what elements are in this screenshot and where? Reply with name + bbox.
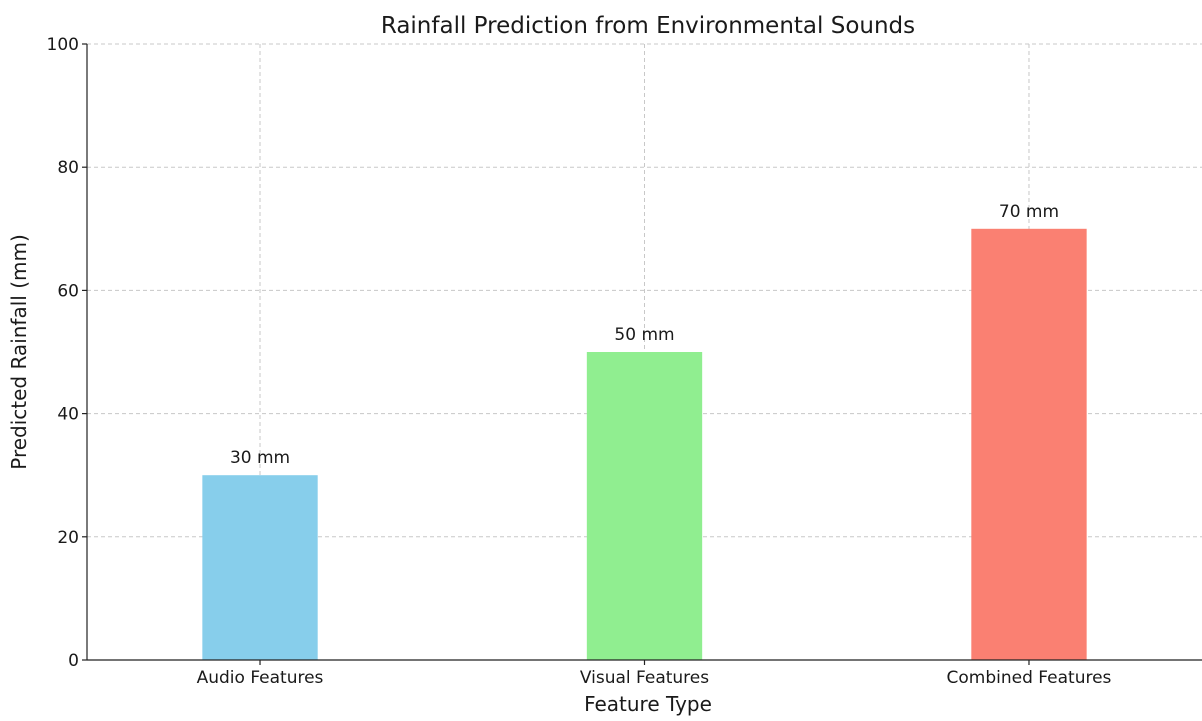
chart-title: Rainfall Prediction from Environmental S… (381, 13, 915, 39)
x-tick-label: Combined Features (947, 668, 1112, 688)
y-tick-label: 0 (68, 651, 79, 671)
axes (82, 43, 1202, 665)
x-tick-label: Audio Features (197, 668, 324, 688)
y-tick-label: 80 (57, 158, 79, 178)
bar-data-label: 70 mm (999, 202, 1059, 222)
bar (202, 475, 318, 660)
x-tick-labels: Audio Features Visual Features Combined Fe… (197, 668, 1112, 688)
y-tick-labels: 0 20 40 60 80 100 (47, 35, 79, 671)
x-tick-label: Visual Features (580, 668, 709, 688)
y-axis-label: Predicted Rainfall (mm) (7, 234, 31, 470)
bar (971, 228, 1087, 661)
y-tick-label: 60 (57, 281, 79, 301)
x-axis-label: Feature Type (584, 692, 712, 716)
bar-data-label: 50 mm (614, 325, 674, 345)
y-tick-label: 40 (57, 405, 79, 425)
y-tick-label: 100 (47, 35, 79, 55)
bar (586, 352, 703, 660)
data-labels: 30 mm 50 mm 70 mm (230, 202, 1059, 468)
bars (202, 228, 1087, 661)
bar-data-label: 30 mm (230, 448, 290, 468)
y-tick-label: 20 (57, 528, 79, 548)
